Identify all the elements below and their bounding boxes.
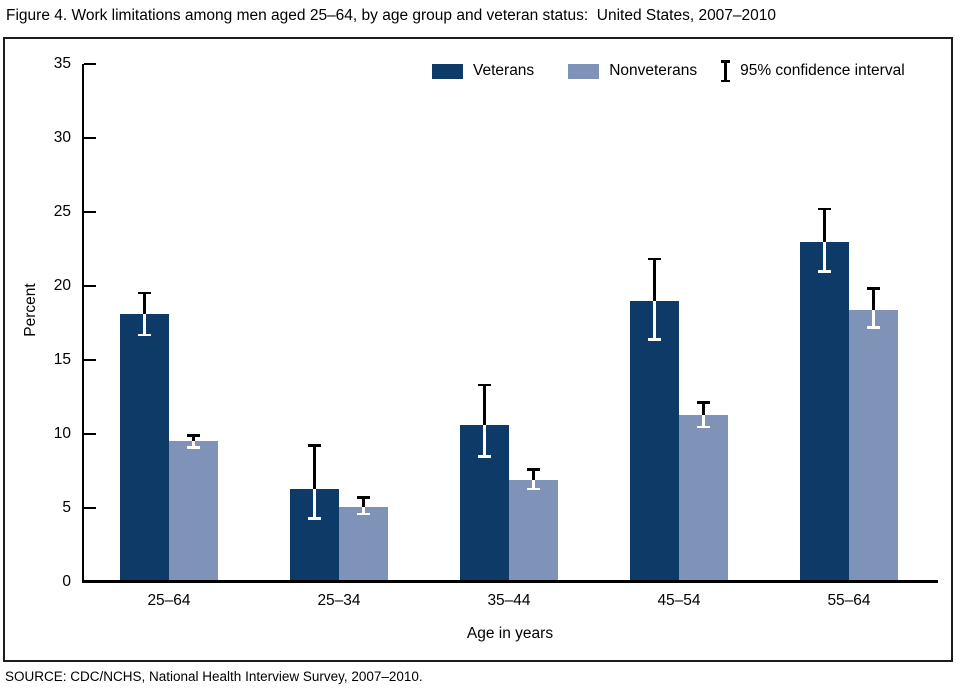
error-bar-veterans-35-44 bbox=[478, 383, 491, 458]
legend-swatch-nonveterans bbox=[568, 63, 600, 79]
bar-nonveterans-25-64 bbox=[169, 441, 218, 582]
confidence-interval-icon bbox=[719, 60, 732, 82]
bar-nonveterans-35-44 bbox=[509, 479, 558, 582]
bar-nonveterans-55-64 bbox=[849, 309, 898, 582]
y-tick-label-5: 5 bbox=[62, 499, 71, 516]
y-tick-5 bbox=[84, 507, 96, 509]
y-tick-label-25: 25 bbox=[53, 203, 71, 220]
bar-veterans-55-64 bbox=[800, 241, 849, 582]
y-tick-label-30: 30 bbox=[53, 129, 71, 146]
y-tick-25 bbox=[84, 211, 96, 213]
y-tick-label-10: 10 bbox=[53, 425, 71, 442]
x-category-label-25-64: 25–64 bbox=[147, 592, 191, 609]
chart-frame: Veterans Nonveterans 95% confidence inte… bbox=[3, 37, 953, 662]
y-tick-10 bbox=[84, 433, 96, 435]
y-tick-35 bbox=[84, 63, 96, 65]
legend-label-veterans: Veterans bbox=[473, 62, 535, 79]
error-bar-veterans-25-34 bbox=[308, 444, 321, 520]
figure-title: Figure 4. Work limitations among men age… bbox=[6, 7, 777, 24]
legend: Veterans Nonveterans 95% confidence inte… bbox=[432, 60, 905, 82]
x-axis-line bbox=[82, 580, 938, 583]
error-bar-nonveterans-25-64 bbox=[187, 434, 200, 449]
error-bar-nonveterans-35-44 bbox=[527, 468, 540, 491]
bar-veterans-45-54 bbox=[630, 300, 679, 582]
legend-label-nonveterans: Nonveterans bbox=[609, 62, 698, 79]
y-tick-label-0: 0 bbox=[62, 573, 71, 590]
legend-swatch-veterans bbox=[432, 63, 463, 79]
error-bar-nonveterans-25-34 bbox=[357, 496, 370, 516]
bar-nonveterans-25-34 bbox=[339, 506, 388, 582]
error-bar-nonveterans-55-64 bbox=[867, 287, 880, 329]
x-category-label-35-44: 35–44 bbox=[487, 592, 531, 609]
error-bar-veterans-25-64 bbox=[138, 291, 151, 337]
legend-label-confidence-interval: 95% confidence interval bbox=[740, 62, 905, 79]
y-tick-30 bbox=[84, 137, 96, 139]
y-tick-label-20: 20 bbox=[53, 277, 71, 294]
bar-veterans-25-64 bbox=[120, 314, 169, 582]
y-tick-20 bbox=[84, 285, 96, 287]
y-axis-line bbox=[82, 64, 84, 583]
y-tick-15 bbox=[84, 359, 96, 361]
x-category-label-55-64: 55–64 bbox=[827, 592, 871, 609]
y-tick-label-15: 15 bbox=[53, 351, 71, 368]
x-category-label-25-34: 25–34 bbox=[317, 592, 361, 609]
error-bar-veterans-45-54 bbox=[648, 257, 661, 341]
y-tick-label-35: 35 bbox=[53, 55, 71, 72]
error-bar-nonveterans-45-54 bbox=[697, 401, 710, 429]
bar-nonveterans-45-54 bbox=[679, 414, 728, 582]
source-note: SOURCE: CDC/NCHS, National Health Interv… bbox=[5, 669, 423, 684]
x-category-label-45-54: 45–54 bbox=[657, 592, 701, 609]
x-axis-title: Age in years bbox=[466, 625, 554, 642]
error-bar-veterans-55-64 bbox=[818, 207, 831, 273]
